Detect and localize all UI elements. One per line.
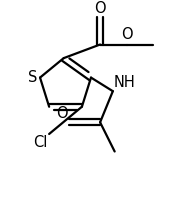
Text: O: O	[57, 106, 68, 121]
Text: O: O	[122, 27, 133, 42]
Text: NH: NH	[114, 75, 136, 90]
Text: Cl: Cl	[33, 135, 47, 150]
Text: O: O	[94, 1, 106, 16]
Text: S: S	[28, 70, 37, 85]
